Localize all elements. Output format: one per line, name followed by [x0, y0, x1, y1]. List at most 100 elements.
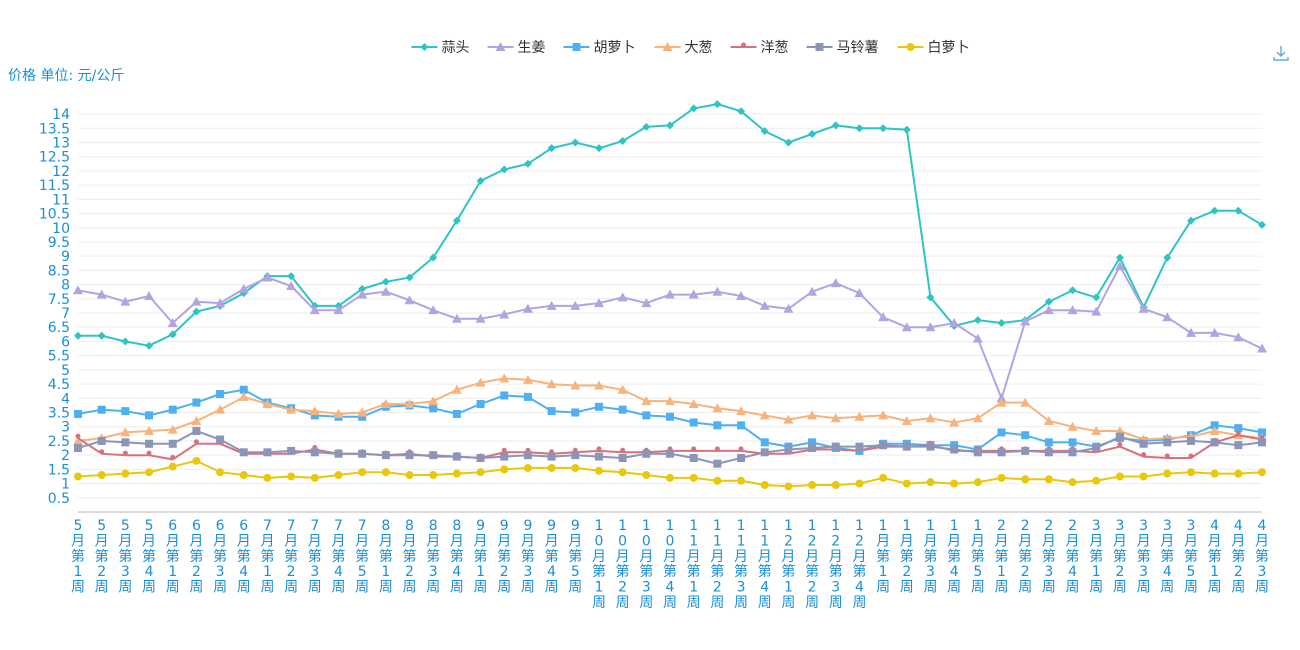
data-point[interactable] — [689, 453, 698, 462]
data-point[interactable] — [879, 441, 888, 450]
data-point[interactable] — [429, 404, 438, 413]
data-point[interactable] — [523, 463, 532, 472]
data-point[interactable] — [855, 442, 864, 451]
data-point[interactable] — [878, 312, 889, 322]
data-point[interactable] — [168, 405, 177, 414]
data-point[interactable] — [712, 403, 723, 413]
data-point[interactable] — [1234, 469, 1243, 478]
data-point[interactable] — [239, 448, 248, 457]
data-point[interactable] — [902, 442, 911, 451]
data-point[interactable] — [168, 462, 177, 471]
data-point[interactable] — [405, 273, 414, 282]
data-point[interactable] — [1210, 438, 1219, 447]
data-point[interactable] — [99, 449, 105, 455]
data-point[interactable] — [96, 289, 107, 299]
data-point[interactable] — [593, 298, 604, 308]
data-point[interactable] — [215, 404, 226, 414]
data-point[interactable] — [357, 407, 368, 417]
data-point[interactable] — [167, 317, 178, 327]
data-point[interactable] — [1186, 216, 1195, 225]
data-point[interactable] — [1258, 428, 1266, 437]
data-point[interactable] — [737, 421, 746, 430]
data-point[interactable] — [571, 138, 580, 147]
data-point[interactable] — [1021, 475, 1030, 484]
data-point[interactable] — [1163, 469, 1172, 478]
data-point[interactable] — [666, 449, 674, 458]
data-point[interactable] — [1235, 430, 1241, 436]
data-point[interactable] — [120, 296, 131, 306]
data-point[interactable] — [145, 439, 154, 448]
data-point[interactable] — [691, 446, 697, 452]
data-point[interactable] — [476, 453, 485, 462]
data-point[interactable] — [452, 216, 461, 225]
data-point[interactable] — [570, 300, 581, 310]
data-point[interactable] — [666, 121, 674, 130]
data-point[interactable] — [665, 396, 675, 406]
data-point[interactable] — [808, 444, 817, 453]
data-point[interactable] — [216, 435, 225, 444]
data-point[interactable] — [807, 286, 818, 296]
data-point[interactable] — [452, 409, 461, 418]
data-point[interactable] — [618, 468, 627, 477]
data-point[interactable] — [451, 313, 462, 323]
data-point[interactable] — [334, 449, 343, 458]
data-point[interactable] — [522, 374, 533, 384]
data-point[interactable] — [404, 398, 415, 408]
data-point[interactable] — [1117, 442, 1123, 448]
data-point[interactable] — [287, 446, 296, 455]
data-point[interactable] — [500, 465, 509, 474]
data-point[interactable] — [122, 450, 128, 456]
data-point[interactable] — [997, 473, 1006, 482]
data-point[interactable] — [547, 407, 556, 416]
data-point[interactable] — [239, 385, 248, 394]
data-point[interactable] — [665, 289, 675, 299]
data-point[interactable] — [429, 253, 438, 262]
data-point[interactable] — [760, 438, 769, 447]
data-point[interactable] — [1210, 421, 1219, 430]
data-point[interactable] — [759, 300, 770, 310]
data-point[interactable] — [1092, 293, 1101, 302]
data-point[interactable] — [760, 127, 769, 136]
data-point[interactable] — [570, 380, 581, 390]
data-point[interactable] — [310, 473, 319, 482]
data-point[interactable] — [500, 391, 509, 400]
data-point[interactable] — [713, 421, 722, 430]
data-point[interactable] — [901, 416, 912, 426]
data-point[interactable] — [972, 413, 983, 423]
data-point[interactable] — [594, 466, 603, 475]
data-point[interactable] — [1068, 286, 1077, 295]
data-point[interactable] — [1258, 468, 1266, 477]
data-point[interactable] — [713, 476, 722, 485]
data-point[interactable] — [996, 397, 1007, 407]
data-point[interactable] — [666, 412, 674, 421]
data-point[interactable] — [146, 450, 152, 456]
data-point[interactable] — [1092, 444, 1101, 453]
data-point[interactable] — [1043, 416, 1054, 426]
data-point[interactable] — [1020, 316, 1031, 326]
data-point[interactable] — [286, 281, 297, 291]
data-point[interactable] — [121, 438, 130, 447]
data-point[interactable] — [901, 322, 912, 332]
data-point[interactable] — [333, 305, 344, 315]
data-point[interactable] — [1021, 431, 1030, 440]
legend-item[interactable]: 生姜 — [487, 40, 546, 56]
data-point[interactable] — [641, 396, 652, 406]
data-point[interactable] — [808, 438, 817, 447]
data-point[interactable] — [949, 417, 960, 427]
data-point[interactable] — [429, 451, 438, 460]
data-point[interactable] — [784, 482, 793, 491]
data-point[interactable] — [830, 413, 841, 423]
data-point[interactable] — [144, 290, 155, 300]
data-point[interactable] — [405, 451, 414, 460]
data-point[interactable] — [358, 284, 367, 293]
legend-item[interactable]: 白萝卜 — [897, 40, 970, 56]
data-point[interactable] — [380, 398, 391, 408]
data-point[interactable] — [902, 125, 911, 134]
data-point[interactable] — [144, 425, 155, 435]
data-point[interactable] — [737, 107, 746, 116]
data-point[interactable] — [831, 442, 840, 451]
data-point[interactable] — [358, 412, 367, 421]
data-point[interactable] — [1068, 478, 1077, 487]
data-point[interactable] — [738, 446, 744, 452]
data-point[interactable] — [808, 129, 817, 138]
